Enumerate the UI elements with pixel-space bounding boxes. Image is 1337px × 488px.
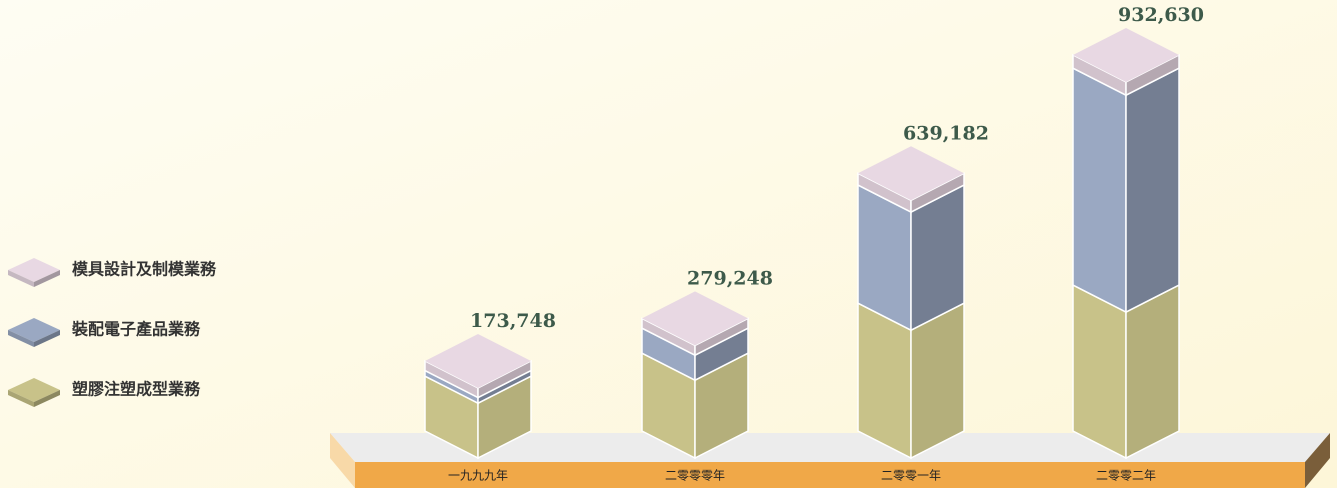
bar-top-face [858,146,964,201]
bar-left-face [1072,283,1127,460]
floor-left [330,433,355,488]
floor-front [355,462,1305,488]
total-label: 173,748 [470,310,556,332]
x-tick-label: 一九九九年 [448,469,508,483]
floor-right [1305,433,1330,488]
legend-icon-right [34,330,60,347]
x-tick-label: 二零零二年 [1096,469,1156,483]
bar-left-face [1072,66,1127,314]
legend-label: 裝配電子產品業務 [71,320,201,339]
bar-right-face [1125,66,1180,314]
legend-icon-right [34,270,60,287]
legend-label: 模具設計及制模業務 [72,260,217,279]
total-label: 932,630 [1118,4,1204,26]
bar-top-face [425,333,531,388]
total-label: 639,182 [903,122,989,144]
bar-right-face [1125,283,1180,460]
bar-top-face [1073,28,1179,82]
total-label: 279,248 [687,267,773,289]
legend-icon-right [34,390,60,407]
legend-icon-left [8,270,34,287]
floor-top [330,433,1330,462]
x-tick-label: 二零零一年 [881,469,941,483]
legend-label: 塑膠注塑成型業務 [72,380,201,399]
legend-icon-left [8,390,34,407]
x-tick-label: 二零零零年 [665,469,725,483]
legend-icon-left [8,330,34,347]
bar-top-face [642,291,748,346]
